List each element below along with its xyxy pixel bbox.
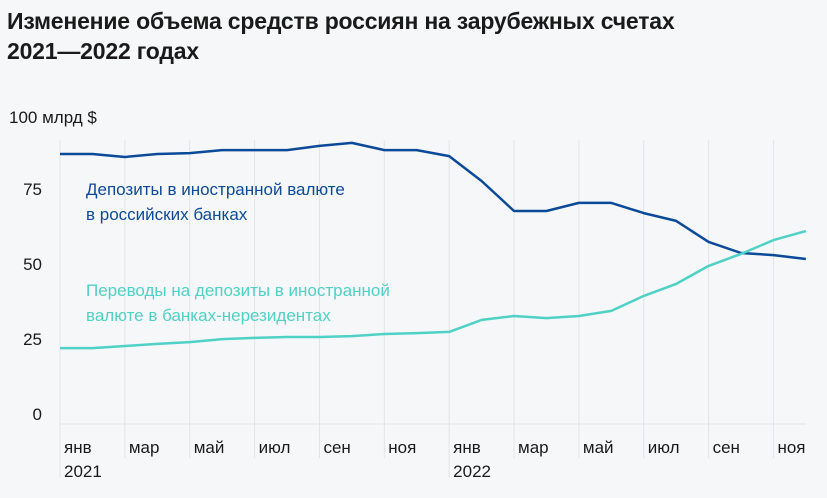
series-label-line: в российских банках xyxy=(86,205,248,224)
x-tick-label: сен xyxy=(323,438,350,457)
series-label-line: Депозиты в иностранной валюте xyxy=(86,180,345,199)
x-tick-label: сен xyxy=(713,438,740,457)
title-line-2: 2021—2022 годах xyxy=(7,38,199,64)
x-year-label: 2021 xyxy=(64,462,102,481)
x-tick-label: мар xyxy=(518,438,549,457)
y-tick-label: 50 xyxy=(23,255,42,274)
x-tick-label: май xyxy=(583,438,614,457)
y-tick-label: 75 xyxy=(23,180,42,199)
x-tick-label: ноя xyxy=(777,438,805,457)
x-tick-label: июл xyxy=(648,438,680,457)
x-year-label: 2022 xyxy=(453,462,491,481)
series-line-deposits xyxy=(60,141,807,261)
series-label-line: Переводы на депозиты в иностранной xyxy=(86,281,390,300)
series-label-deposits: Депозиты в иностранной валюте в российск… xyxy=(86,177,345,227)
x-tick-label: июл xyxy=(259,438,291,457)
chart-title: Изменение объема средств россиян на зару… xyxy=(7,6,675,66)
series-label-line: валюте в банках-нерезидентах xyxy=(86,306,331,325)
y-tick-label: 0 xyxy=(33,405,42,424)
title-line-1: Изменение объема средств россиян на зару… xyxy=(7,8,675,34)
series-label-transfers: Переводы на депозиты в иностранной валют… xyxy=(86,278,390,328)
y-unit-label: 100 млрд $ xyxy=(9,108,97,127)
x-tick-label: ноя xyxy=(388,438,416,457)
x-tick-label: янв xyxy=(453,438,481,457)
y-tick-label: 25 xyxy=(23,330,42,349)
series-line-transfers xyxy=(60,229,807,350)
x-tick-label: янв xyxy=(64,438,92,457)
x-tick-label: мар xyxy=(129,438,160,457)
x-tick-label: май xyxy=(194,438,225,457)
